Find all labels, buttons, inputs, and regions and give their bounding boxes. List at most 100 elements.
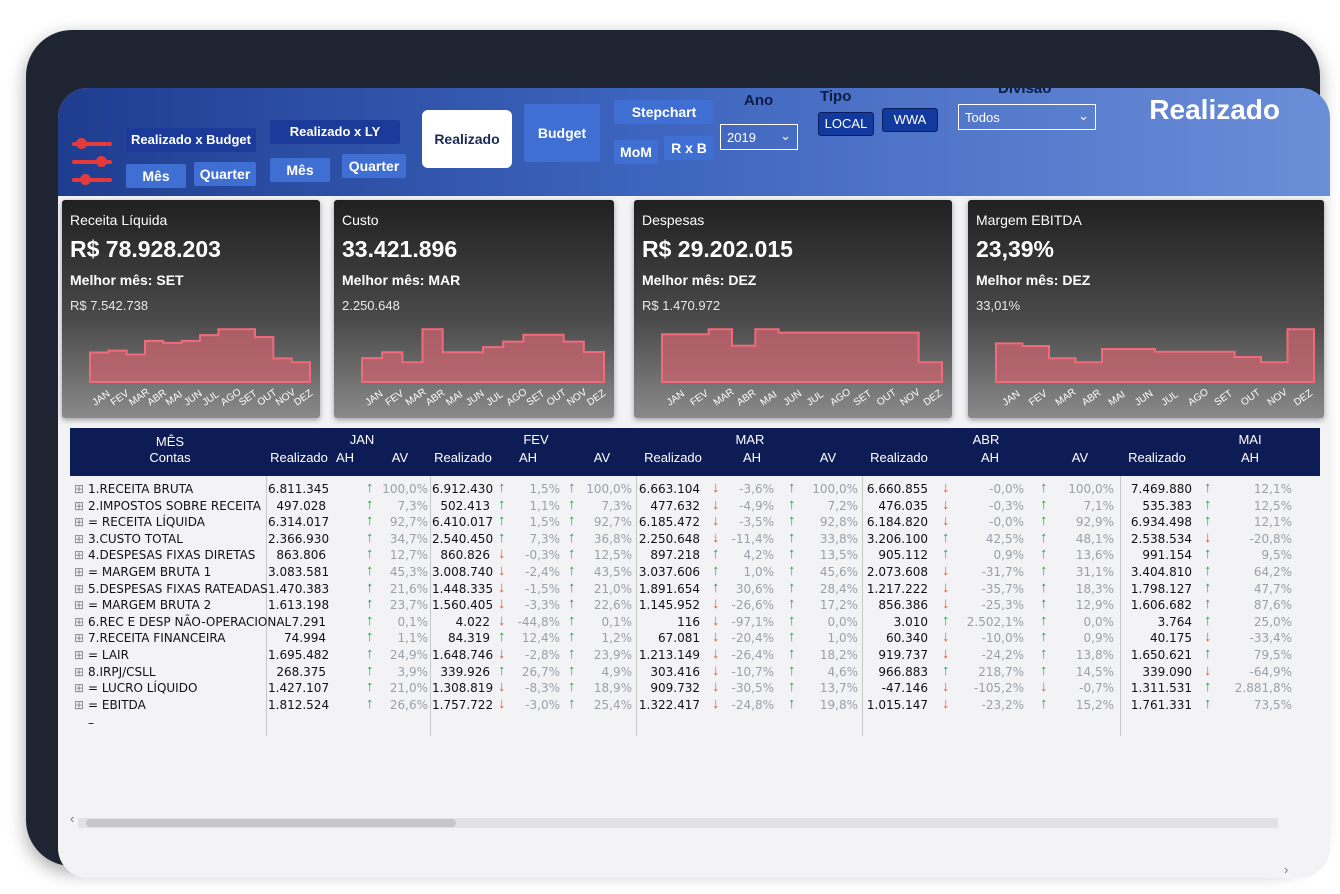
card-best-month: Melhor mês: DEZ <box>642 272 757 288</box>
budget-mes-button[interactable]: Mês <box>126 164 186 188</box>
cell-ah: 26,7% <box>521 664 560 679</box>
arrow-up-icon: ↑ <box>568 645 576 662</box>
row-label: 8.IRPJ/CSLL <box>88 664 156 679</box>
arrow-up-icon: ↑ <box>712 545 720 563</box>
cell-realizado: 1.015.147 <box>866 697 928 712</box>
arrow-down-icon: ↓ <box>498 611 506 629</box>
col-av: AV <box>1071 450 1089 465</box>
cell-realizado: 2.073.608 <box>866 565 928 579</box>
horizontal-scrollbar[interactable] <box>78 818 1278 828</box>
tipo-wwa-option[interactable]: WWA <box>882 108 938 132</box>
cell-av: 28,4% <box>819 581 858 596</box>
cell-ah: 4,2% <box>743 548 775 563</box>
cell-realizado: 6.912.430 <box>432 482 494 496</box>
cell-realizado: 535.383 <box>1142 498 1192 513</box>
scroll-left-icon[interactable]: ‹ <box>70 811 75 826</box>
cell-ah: -26,6% <box>731 598 774 613</box>
x-tick-label: AGO <box>505 387 530 409</box>
arrow-up-icon: ↑ <box>1204 545 1212 563</box>
chevron-down-icon: ⌄ <box>780 128 791 143</box>
cell-ah: 1,0% <box>743 565 775 579</box>
arrow-up-icon: ↑ <box>366 479 374 496</box>
cell-realizado: 3.404.810 <box>1130 565 1192 579</box>
mom-button[interactable]: MoM <box>614 140 658 164</box>
row-label: 2.IMPOSTOS SOBRE RECEITA <box>88 498 261 513</box>
x-tick-label: FEV <box>1027 388 1050 408</box>
arrow-up-icon: ↑ <box>366 678 374 696</box>
cell-realizado: 6.660.855 <box>866 482 928 496</box>
step-area-series <box>995 328 1315 383</box>
scrollbar-thumb[interactable] <box>86 819 456 827</box>
cell-av: 24,9% <box>389 648 428 662</box>
cell-av: 31,1% <box>1075 565 1114 579</box>
row-label: = EBITDA <box>88 697 146 712</box>
arrow-up-icon: ↑ <box>568 562 576 579</box>
cell-av: 100,0% <box>586 482 632 496</box>
arrow-up-icon: ↑ <box>366 495 374 513</box>
cell-ah: -0,0% <box>989 515 1024 530</box>
cell-realizado: 6.934.498 <box>1130 515 1192 530</box>
cell-av: 0,1% <box>397 614 429 629</box>
divisao-dropdown[interactable]: Todos ⌄ <box>958 104 1096 130</box>
cell-realizado: 1.145.952 <box>638 598 700 613</box>
cell-realizado: -47.146 <box>881 681 928 696</box>
cell-ah: 1,5% <box>529 515 561 530</box>
cell-realizado: 3.083.581 <box>268 565 330 579</box>
ly-quarter-button[interactable]: Quarter <box>342 154 406 178</box>
cell-av: 3,9% <box>397 664 429 679</box>
arrow-up-icon: ↑ <box>788 661 796 679</box>
expand-icon: ⊞ <box>74 614 85 629</box>
ano-dropdown[interactable]: 2019 ⌄ <box>720 124 798 150</box>
arrow-down-icon: ↓ <box>942 512 950 530</box>
card-value: 23,39% <box>976 236 1055 262</box>
expand-icon: ⊞ <box>74 681 85 696</box>
arrow-up-icon: ↑ <box>568 678 576 696</box>
tab-realizado[interactable]: Realizado <box>422 110 512 168</box>
cell-av: 100,0% <box>812 482 858 496</box>
cell-realizado: 67.081 <box>658 631 700 646</box>
cell-realizado: 6.185.472 <box>638 515 700 530</box>
cell-ah: -26,4% <box>731 648 774 662</box>
cell-realizado: 3.010 <box>893 614 928 629</box>
cell-realizado: 1.798.127 <box>1130 581 1192 596</box>
cell-av: 23,7% <box>389 598 428 613</box>
cell-ah: 12,4% <box>521 631 560 646</box>
cell-ah: 79,5% <box>1253 648 1292 662</box>
cell-av: 36,8% <box>593 531 632 546</box>
cell-ah: 42,5% <box>985 531 1024 546</box>
col-ah: AH <box>518 450 538 465</box>
cell-av: 23,9% <box>593 648 632 662</box>
tipo-local-option[interactable]: LOCAL <box>818 112 874 136</box>
arrow-up-icon: ↑ <box>1040 661 1048 679</box>
arrow-up-icon: ↑ <box>366 611 374 629</box>
card-value: 33.421.896 <box>342 236 458 262</box>
arrow-up-icon: ↑ <box>498 479 506 496</box>
arrow-down-icon: ↓ <box>712 678 720 696</box>
col-ah: AH <box>1240 450 1260 465</box>
filter-sliders-icon[interactable] <box>72 136 116 192</box>
budget-quarter-button[interactable]: Quarter <box>194 162 256 186</box>
scroll-right-icon[interactable]: › <box>1284 862 1289 877</box>
rxb-button[interactable]: R x B <box>664 136 714 160</box>
arrow-up-icon: ↑ <box>498 512 506 530</box>
cell-realizado: 1.695.482 <box>268 648 330 662</box>
cell-ah: 64,2% <box>1253 565 1292 579</box>
cell-realizado: 3.206.100 <box>866 531 928 546</box>
arrow-up-icon: ↑ <box>568 545 576 563</box>
expand-icon: ⊞ <box>74 565 85 579</box>
kpi-card-margem-ebitda: Margem EBITDA 23,39% Melhor mês: DEZ 33,… <box>968 200 1324 418</box>
tab-budget[interactable]: Budget <box>524 104 600 162</box>
arrow-up-icon: ↑ <box>788 578 796 596</box>
ly-mes-button[interactable]: Mês <box>270 158 330 182</box>
x-tick-label: NOV <box>898 387 922 409</box>
cell-ah: 2.881,8% <box>1234 681 1292 696</box>
arrow-up-icon: ↑ <box>942 528 950 546</box>
cell-realizado: 1.311.531 <box>1130 681 1192 696</box>
cell-realizado: 6.811.345 <box>268 482 330 496</box>
cell-ah: 0,9% <box>993 548 1025 563</box>
arrow-up-icon: ↑ <box>366 628 374 646</box>
arrow-down-icon: ↓ <box>942 645 950 662</box>
cell-av: 1,1% <box>397 631 429 646</box>
stepchart-button[interactable]: Stepchart <box>614 100 714 124</box>
cell-realizado: 1.213.149 <box>638 648 700 662</box>
